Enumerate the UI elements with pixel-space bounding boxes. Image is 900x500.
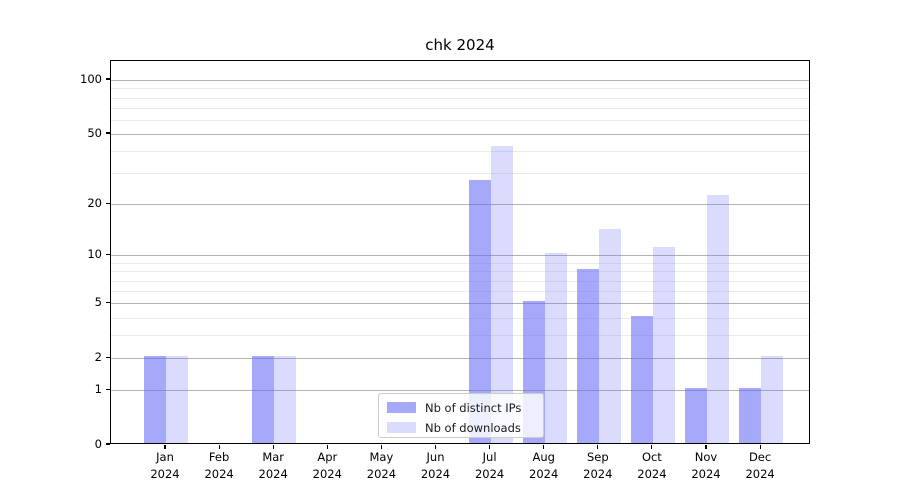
legend-label-downloads: Nb of downloads (425, 420, 521, 435)
y-tick-label: 10 (87, 247, 102, 262)
x-tick-label: Jun 2024 (420, 450, 451, 481)
bar-distinct-ips (576, 269, 599, 443)
grid-line-minor (111, 119, 809, 121)
x-tick-mark (218, 445, 220, 449)
grid-line-minor (111, 280, 809, 282)
grid-line-minor (111, 317, 809, 319)
grid-line-major (111, 390, 809, 392)
legend-label-distinct-ips: Nb of distinct IPs (425, 400, 522, 415)
grid-line-minor (111, 335, 809, 337)
y-tick-label: 50 (87, 126, 102, 141)
x-tick-label: Feb 2024 (204, 450, 234, 481)
bar-downloads (707, 195, 729, 443)
bar-downloads (544, 253, 567, 443)
bar-distinct-ips (144, 356, 166, 443)
grid-line-major (111, 80, 809, 82)
grid-line-minor (111, 291, 809, 293)
x-tick-mark (597, 445, 599, 449)
x-tick-mark (434, 445, 437, 449)
bar-downloads (274, 356, 297, 443)
y-tick-mark (106, 301, 110, 303)
grid-line-minor (111, 173, 809, 175)
bar-distinct-ips (739, 388, 762, 443)
y-tick-mark (106, 253, 110, 255)
bar-downloads (598, 228, 621, 443)
y-tick-label: 20 (87, 196, 102, 211)
chart-title: chk 2024 (425, 36, 495, 54)
legend-item-downloads: Nb of downloads (387, 419, 535, 436)
y-tick-mark (106, 356, 110, 358)
legend-item-distinct-ips: Nb of distinct IPs (387, 399, 535, 416)
x-tick-label: Sep 2024 (583, 450, 613, 481)
bar-downloads (761, 356, 784, 443)
bar-distinct-ips (685, 388, 707, 443)
grid-line-major (111, 204, 809, 206)
y-tick-label: 0 (94, 437, 102, 451)
y-tick-mark (106, 443, 110, 445)
y-tick-mark (106, 132, 110, 134)
x-tick-mark (705, 445, 707, 449)
bar-downloads (166, 356, 188, 443)
grid-line-major (111, 255, 809, 257)
grid-line-minor (111, 88, 809, 90)
plot-area: Nb of distinct IPs Nb of downloads (110, 60, 810, 444)
grid-line-minor (111, 107, 809, 109)
bar-distinct-ips (468, 179, 491, 443)
x-tick-label: Jan 2024 (150, 450, 180, 481)
legend-swatch-downloads (387, 422, 416, 433)
grid-line-minor (111, 97, 809, 99)
x-tick-mark (759, 445, 761, 449)
x-tick-label: Oct 2024 (637, 450, 667, 481)
x-tick-mark (326, 445, 328, 449)
y-tick-label: 2 (94, 350, 102, 365)
bar-distinct-ips (630, 315, 653, 443)
y-tick-label: 100 (80, 72, 102, 87)
grid-line-major (111, 358, 809, 360)
x-tick-mark (272, 445, 274, 449)
bar-downloads (490, 145, 513, 443)
grid-line-minor (111, 151, 809, 153)
y-tick-mark (106, 78, 110, 80)
x-tick-label: Dec 2024 (745, 450, 775, 481)
grid-line-minor (111, 262, 809, 264)
bar-downloads (652, 246, 675, 443)
x-tick-mark (489, 445, 491, 449)
grid-line-major (111, 303, 809, 305)
x-tick-mark (380, 445, 382, 449)
x-tick-mark (164, 445, 166, 449)
x-tick-label: May 2024 (366, 450, 397, 481)
x-tick-label: Aug 2024 (529, 450, 559, 481)
grid-line-minor (111, 271, 809, 273)
bar-distinct-ips (252, 356, 275, 443)
y-tick-mark (106, 202, 110, 204)
grid-line-major (111, 134, 809, 136)
legend: Nb of distinct IPs Nb of downloads (378, 393, 544, 438)
legend-swatch-distinct-ips (387, 402, 416, 413)
y-tick-label: 5 (94, 295, 102, 310)
y-tick-mark (106, 388, 110, 390)
x-tick-mark (543, 445, 545, 449)
x-tick-mark (651, 445, 653, 449)
x-tick-label: Jul 2024 (474, 450, 505, 481)
x-tick-label: Nov 2024 (691, 450, 721, 481)
y-tick-label: 1 (94, 382, 102, 397)
x-tick-label: Mar 2024 (258, 450, 288, 481)
x-tick-label: Apr 2024 (312, 450, 342, 481)
